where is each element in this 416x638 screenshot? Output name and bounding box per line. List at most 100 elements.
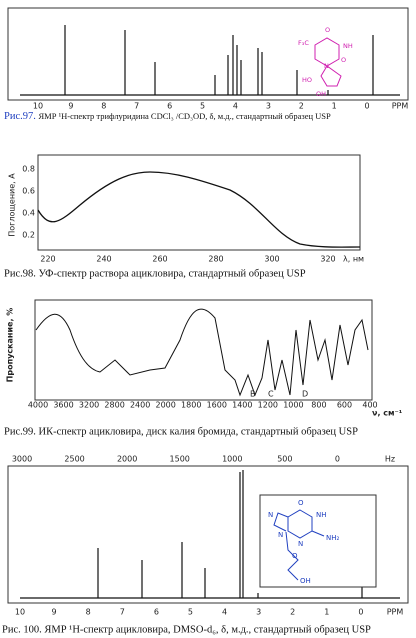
ppm-tick-label: 4 xyxy=(233,102,238,111)
atom-label: NH xyxy=(316,511,327,519)
ppm-tick-label: PPM xyxy=(387,608,404,617)
ppm-tick-label: 10 xyxy=(15,608,25,617)
band-letter: D xyxy=(302,390,308,399)
caption: Рис.97. ЯМР ¹H-спектр трифлуридина CDCl₃… xyxy=(4,111,331,122)
caption: Рис.98. УФ-спектр раствора ацикловира, с… xyxy=(4,268,306,279)
x-tick-label: 2800 xyxy=(104,401,124,410)
molecule: F₃C O NH N O HO OH xyxy=(298,26,353,98)
ppm-tick-label: 7 xyxy=(120,608,125,617)
x-tick-label: 300 xyxy=(264,255,279,264)
ppm-tick-label: 2 xyxy=(290,608,295,617)
ppm-tick-label: 3 xyxy=(256,608,261,617)
nmr-spectrum xyxy=(20,25,400,96)
x-tick-label: 2400 xyxy=(130,401,150,410)
atom-label: OH xyxy=(300,577,311,585)
x-tick-label: 260 xyxy=(152,255,167,264)
y-tick-label: 0.4 xyxy=(22,209,35,218)
atom-label: HO xyxy=(302,76,312,84)
ppm-tick-label: 0 xyxy=(358,608,363,617)
ppm-tick-label: 7 xyxy=(134,102,139,111)
ppm-tick-label: 5 xyxy=(200,102,205,111)
uv-spectrum xyxy=(37,171,361,248)
x-axis: 4000 3600 3200 2800 2400 2000 1800 1600 1400 1200… xyxy=(28,401,378,410)
ir-frame xyxy=(34,299,373,401)
ppm-tick-label: 4 xyxy=(222,608,227,617)
x-tick-label: 220 xyxy=(40,255,55,264)
hz-tick-label: 3000 xyxy=(12,455,32,464)
x-tick-label: 1400 xyxy=(232,401,252,410)
ppm-tick-label: 9 xyxy=(68,102,73,111)
atom-label: O xyxy=(325,26,330,34)
atom-label: OH xyxy=(316,90,326,98)
y-axis: 0.2 0.4 0.6 0.8 xyxy=(22,165,35,240)
atom-label: NH₂ xyxy=(326,534,340,542)
atom-label: O xyxy=(341,56,346,64)
caption: Рис.99. ИК-спектр ацикловира, диск калия… xyxy=(4,426,358,437)
atom-label: N xyxy=(324,62,329,70)
hz-tick-label: 1000 xyxy=(222,455,242,464)
ppm-tick-label: 6 xyxy=(154,608,159,617)
band-letter: C xyxy=(268,390,274,399)
ppm-tick-label: 9 xyxy=(52,608,57,617)
y-tick-label: 0.6 xyxy=(22,187,35,196)
hz-tick-label: 0 xyxy=(335,455,340,464)
y-tick-label: 0.2 xyxy=(22,231,35,240)
caption: Рис. 100. ЯМР ¹H-спектр ацикловира, DMSO… xyxy=(2,624,371,635)
uv-frame xyxy=(37,154,361,251)
ppm-tick-label: PPM xyxy=(392,102,409,111)
molecule-box xyxy=(259,494,377,588)
atom-label: O xyxy=(292,552,298,560)
x-tick-label: 1000 xyxy=(283,401,303,410)
x-axis-label: λ, нм xyxy=(343,255,364,264)
molecule: O NH N N NH₂ N O OH xyxy=(268,499,340,585)
x-tick-label: 1600 xyxy=(207,401,227,410)
atom-label: O xyxy=(298,499,304,507)
x-axis-label: ν, см⁻¹ xyxy=(372,409,403,418)
atom-label: N xyxy=(278,531,283,539)
x-tick-label: 1200 xyxy=(258,401,278,410)
hz-tick-label: 2500 xyxy=(64,455,84,464)
atom-label: F₃C xyxy=(298,39,309,47)
ppm-tick-label: 8 xyxy=(101,102,106,111)
atom-label: NH xyxy=(343,42,353,50)
ppm-tick-label: 8 xyxy=(86,608,91,617)
caption-text: ЯМР ¹H-спектр трифлуридина CDCl₃ /CD₃OD,… xyxy=(39,111,332,121)
y-tick-label: 0.8 xyxy=(22,165,35,174)
ppm-tick-label: 2 xyxy=(299,102,304,111)
x-tick-label: 240 xyxy=(96,255,111,264)
hz-tick-label: 2000 xyxy=(117,455,137,464)
ppm-tick-label: 6 xyxy=(167,102,172,111)
nmr-frame xyxy=(7,465,409,604)
ppm-tick-label: 10 xyxy=(33,102,43,111)
ppm-tick-label: 5 xyxy=(188,608,193,617)
figure-label: Рис.97. xyxy=(4,111,36,122)
x-tick-label: 2000 xyxy=(156,401,176,410)
ppm-tick-label: 1 xyxy=(332,102,337,111)
x-tick-label: 280 xyxy=(208,255,223,264)
x-tick-label: 3200 xyxy=(79,401,99,410)
hz-tick-label: 500 xyxy=(277,455,292,464)
x-tick-label: 800 xyxy=(311,401,326,410)
hz-tick-label: 1500 xyxy=(170,455,190,464)
x-tick-label: 320 xyxy=(320,255,335,264)
ir-spectrum xyxy=(35,308,369,397)
atom-label: N xyxy=(268,511,273,519)
x-tick-label: 3600 xyxy=(53,401,73,410)
y-axis-label: Пропускание, % xyxy=(6,308,15,383)
x-tick-label: 1800 xyxy=(181,401,201,410)
x-tick-label: 400 xyxy=(362,401,377,410)
x-tick-label: 4000 xyxy=(28,401,48,410)
y-axis-label: Поглощение, A xyxy=(8,173,17,237)
atom-label: N xyxy=(298,540,303,548)
x-tick-label: 600 xyxy=(337,401,352,410)
ppm-tick-label: 0 xyxy=(365,102,370,111)
hz-axis: 3000 2500 2000 1500 1000 500 0 Hz xyxy=(12,455,395,464)
ppm-tick-label: 1 xyxy=(324,608,329,617)
ppm-axis: 10 9 8 7 6 5 4 3 2 1 0 PPM xyxy=(15,608,403,617)
ppm-tick-label: 3 xyxy=(266,102,271,111)
band-letter: B xyxy=(250,390,256,399)
nmr-frame xyxy=(7,7,409,101)
ppm-axis: 10 9 8 7 6 5 4 3 2 1 0 PPM xyxy=(33,102,408,111)
x-axis: 220 240 260 280 300 320 xyxy=(40,255,335,264)
